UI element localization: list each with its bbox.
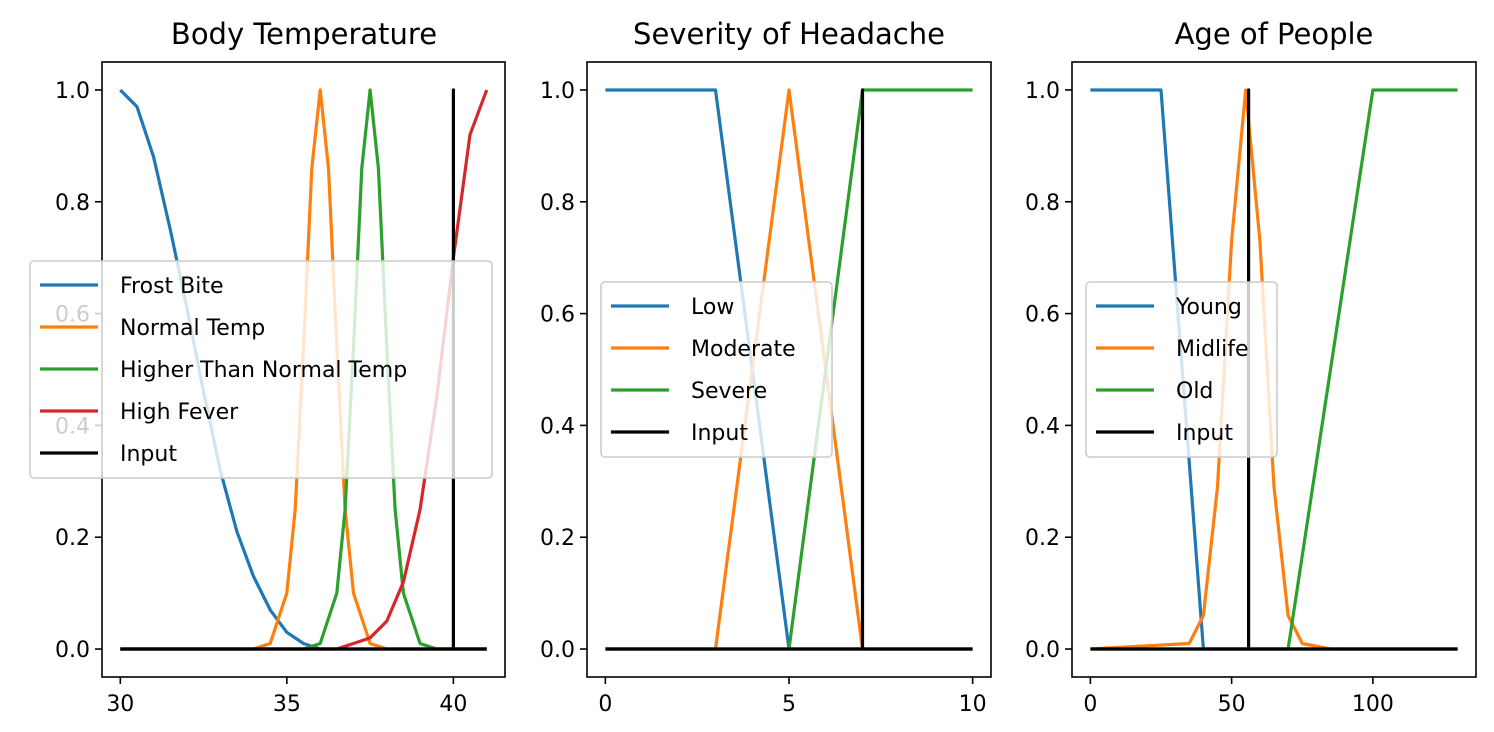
legend-label: Input xyxy=(691,421,748,446)
y-tick-label: 1.0 xyxy=(1025,79,1060,104)
y-tick-label: 0.8 xyxy=(1025,191,1060,216)
legend-label: Young xyxy=(1175,295,1242,320)
legend-label: Severe xyxy=(691,379,767,404)
series-line-input xyxy=(120,88,487,651)
legend-label: Moderate xyxy=(691,337,796,362)
series-line-higher-than-normal-temp xyxy=(120,88,487,651)
y-axis: 0.0 0.2 0.4 0.6 0.8 1.0 xyxy=(540,79,587,663)
legend: Frost Bite Normal Temp Higher Than Normal … xyxy=(29,260,493,479)
y-tick-label: 0.0 xyxy=(540,638,575,663)
legend-label: Normal Temp xyxy=(120,316,265,341)
y-tick-label: 0.2 xyxy=(55,526,90,551)
x-tick-label: 100 xyxy=(1352,692,1394,717)
y-tick-label: 1.0 xyxy=(540,79,575,104)
panel-title: Body Temperature xyxy=(171,17,437,51)
y-tick-label: 0.6 xyxy=(1025,303,1060,328)
legend: Young Midlife Old Input xyxy=(1085,281,1278,458)
y-tick-label: 0.4 xyxy=(540,414,575,439)
x-axis: 0 5 10 xyxy=(598,677,987,717)
legend-label: Input xyxy=(120,442,177,467)
x-tick-label: 0 xyxy=(1083,692,1097,717)
series-lines xyxy=(119,88,489,651)
axes-frame xyxy=(1071,61,1477,678)
legend-label: Higher Than Normal Temp xyxy=(120,358,407,383)
panel-title: Severity of Headache xyxy=(633,17,945,51)
series-line-input xyxy=(605,88,973,651)
y-tick-label: 0.0 xyxy=(1025,638,1060,663)
x-tick-label: 5 xyxy=(782,692,796,717)
x-axis: 0 50 100 xyxy=(1083,677,1394,717)
y-tick-label: 0.6 xyxy=(540,303,575,328)
x-axis: 30 35 40 xyxy=(106,677,467,717)
y-tick-label: 0.4 xyxy=(1025,414,1060,439)
legend-label: Midlife xyxy=(1176,337,1249,362)
y-tick-label: 1.0 xyxy=(55,79,90,104)
x-tick-label: 40 xyxy=(439,692,467,717)
legend-label: Frost Bite xyxy=(120,274,224,299)
x-tick-label: 0 xyxy=(598,692,612,717)
legend-label: Old xyxy=(1176,379,1213,404)
legend-box xyxy=(29,260,493,479)
legend-label: Low xyxy=(691,295,734,320)
y-tick-label: 0.0 xyxy=(55,638,90,663)
panel-body-temperature: Body Temperature 3035400.00.20.40.60.81.… xyxy=(29,17,506,717)
legend-box xyxy=(1085,281,1278,458)
x-tick-label: 50 xyxy=(1218,692,1246,717)
y-tick-label: 0.8 xyxy=(55,191,90,216)
panel-severity-of-headache: Severity of Headache 0 5 10 0.0 0.2 0.4 0.6 0.8… xyxy=(540,17,992,717)
x-tick-label: 10 xyxy=(959,692,987,717)
x-tick-label: 30 xyxy=(106,692,134,717)
panel-age-of-people: Age of People 0 50 100 0.0 0.2 0.4 0.6 0.8 1.0 Yo… xyxy=(1025,17,1477,717)
panel-title: Age of People xyxy=(1175,17,1374,51)
y-tick-label: 0.8 xyxy=(540,191,575,216)
y-axis: 0.0 0.2 0.4 0.6 0.8 1.0 xyxy=(1025,79,1072,663)
legend-label: High Fever xyxy=(120,400,239,425)
x-tick-label: 35 xyxy=(273,692,301,717)
series-line-midlife xyxy=(1090,88,1458,651)
y-tick-label: 0.2 xyxy=(1025,526,1060,551)
legend: Low Moderate Severe Input xyxy=(600,281,833,458)
legend-label: Input xyxy=(1176,421,1233,446)
series-line-input xyxy=(1090,88,1458,651)
legend-box xyxy=(600,281,833,458)
y-tick-label: 0.2 xyxy=(540,526,575,551)
